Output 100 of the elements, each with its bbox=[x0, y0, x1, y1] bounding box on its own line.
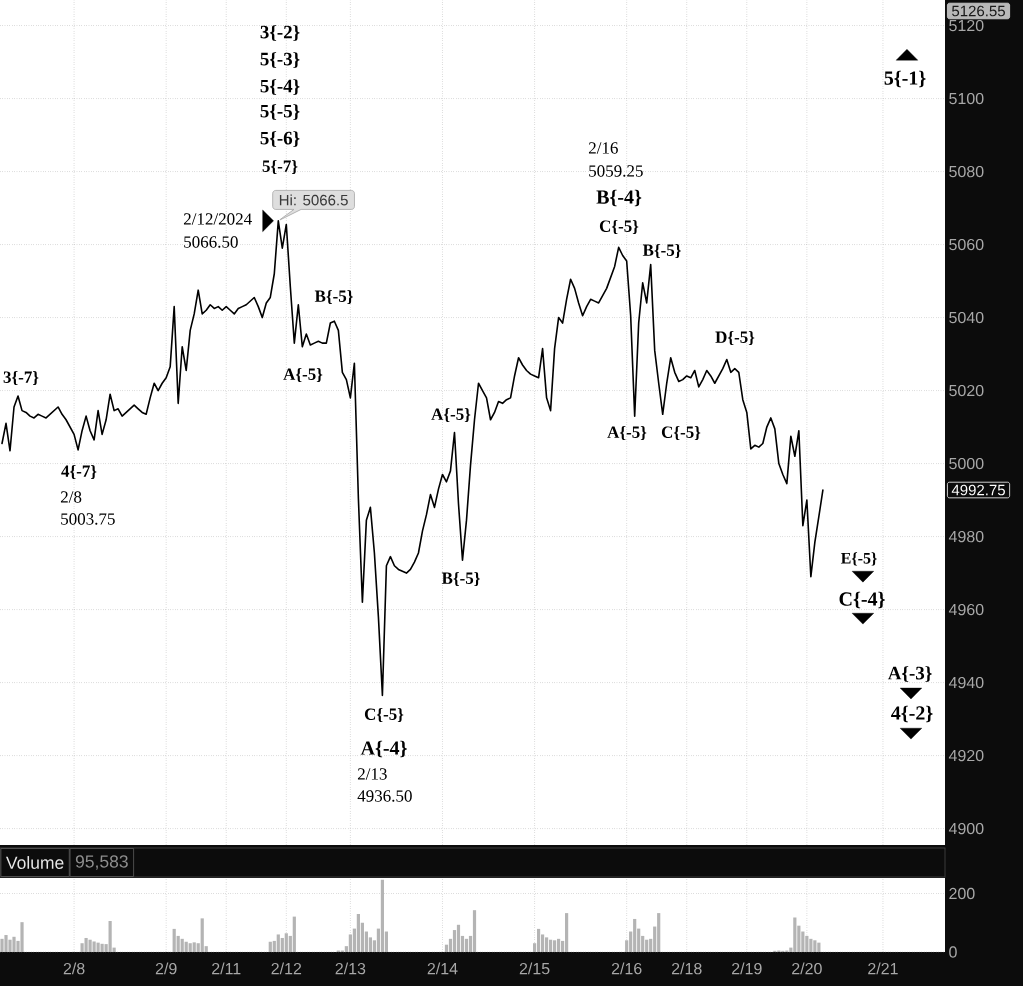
y-tick-label: 5020 bbox=[949, 384, 984, 397]
y-tick-label: 4920 bbox=[948, 749, 984, 762]
text: 5126.55 bbox=[952, 5, 1005, 17]
text: 4992.75 bbox=[951, 484, 1005, 496]
annotation: A{-5} bbox=[607, 425, 647, 441]
bar bbox=[172, 928, 176, 952]
annotation: 2/12/2024 bbox=[183, 213, 252, 225]
x-tick-label: 2/9 bbox=[155, 962, 177, 975]
bar bbox=[805, 935, 809, 952]
bar bbox=[292, 916, 296, 952]
annotation: 5{-3} bbox=[260, 52, 300, 68]
y-tick-label: 5060 bbox=[949, 238, 984, 251]
bar bbox=[556, 938, 561, 952]
annotation: C{-5} bbox=[599, 219, 639, 235]
y-tick-label: 4960 bbox=[948, 603, 984, 616]
x-tick-label: 2/13 bbox=[335, 962, 366, 975]
bar bbox=[108, 921, 112, 952]
annotation: 5{-7} bbox=[262, 159, 298, 175]
y-tick-label: 5000 bbox=[949, 457, 984, 470]
annotation: 4936.50 bbox=[357, 790, 412, 802]
annotation: 5{-4} bbox=[260, 79, 300, 95]
y-tick-label: 4940 bbox=[948, 676, 984, 689]
annotation: A{-4} bbox=[360, 740, 407, 758]
annotation: 2/8 bbox=[60, 491, 82, 503]
chart-title: Volume bbox=[5, 856, 64, 869]
annotation: A{-3} bbox=[887, 666, 932, 682]
bar bbox=[192, 942, 196, 952]
y-tick-label: 4900 bbox=[948, 822, 984, 835]
bar bbox=[100, 943, 104, 952]
bar bbox=[88, 939, 92, 952]
y-tick-label: 0 bbox=[949, 946, 957, 958]
bar bbox=[12, 936, 16, 952]
annotation: C{-5} bbox=[364, 707, 404, 723]
bar bbox=[809, 938, 813, 952]
bar bbox=[456, 924, 461, 952]
annotation: 5{-6} bbox=[260, 131, 300, 147]
annotation: 5066.50 bbox=[184, 236, 238, 248]
annotation: 3{-7} bbox=[3, 370, 39, 386]
annotation: B{-5} bbox=[642, 243, 681, 259]
bar bbox=[544, 937, 549, 952]
bar bbox=[184, 941, 188, 952]
x-tick-label: 2/18 bbox=[671, 962, 702, 975]
annotation: 5{-1} bbox=[884, 70, 926, 88]
annotation: A{-5} bbox=[283, 367, 323, 383]
bar bbox=[565, 913, 569, 952]
annotation: 4{-7} bbox=[61, 464, 97, 480]
annotation: C{-5} bbox=[661, 425, 701, 441]
chart-subtitle: 95,583 bbox=[75, 855, 128, 870]
annotation: 2/16 bbox=[588, 142, 618, 154]
annotation: 5059.25 bbox=[589, 165, 643, 177]
bar bbox=[645, 939, 649, 952]
bar bbox=[356, 913, 360, 952]
x-tick-label: 2/19 bbox=[732, 962, 762, 975]
bar bbox=[536, 928, 541, 952]
bar bbox=[464, 938, 469, 952]
x-tick-label: 2/16 bbox=[611, 962, 642, 975]
annotation: B{-5} bbox=[441, 571, 480, 587]
bar bbox=[813, 940, 817, 952]
y-tick-label: 5080 bbox=[949, 165, 984, 178]
bar bbox=[552, 940, 557, 952]
annotation: C{-4} bbox=[839, 591, 885, 609]
annotation: B{-5} bbox=[314, 289, 353, 305]
x-tick-label: 2/11 bbox=[212, 962, 241, 975]
annotation: A{-5} bbox=[431, 407, 471, 423]
annotation: 3{-2} bbox=[260, 25, 300, 41]
bar bbox=[180, 938, 184, 952]
annotation: B{-4} bbox=[596, 189, 642, 207]
bar bbox=[188, 943, 192, 952]
bar bbox=[548, 939, 553, 952]
annotation: 5003.75 bbox=[61, 513, 115, 525]
bar bbox=[657, 913, 661, 952]
bar bbox=[92, 941, 96, 952]
x-tick-label: 2/14 bbox=[427, 962, 458, 975]
y-tick-label: 4980 bbox=[948, 530, 984, 543]
bar bbox=[84, 937, 88, 952]
y-tick-label: 5040 bbox=[949, 311, 984, 324]
bar bbox=[817, 942, 821, 952]
bar bbox=[284, 933, 288, 952]
x-tick-label: 2/15 bbox=[519, 962, 550, 975]
bar bbox=[793, 917, 797, 952]
data-label: Hi: 5066.5 bbox=[279, 194, 348, 206]
x-tick-label: 2/12 bbox=[271, 962, 302, 975]
bar bbox=[276, 934, 280, 952]
bar bbox=[268, 941, 272, 952]
bar bbox=[200, 918, 204, 952]
bar bbox=[280, 937, 284, 952]
annotation: 4{-2} bbox=[891, 705, 933, 723]
bar bbox=[96, 942, 100, 952]
annotation: 2/13 bbox=[357, 768, 387, 780]
annotation: E{-5} bbox=[840, 552, 877, 566]
bar bbox=[20, 922, 24, 952]
annotation: 5{-5} bbox=[260, 104, 300, 120]
bar bbox=[380, 879, 385, 952]
x-tick-label: 2/21 bbox=[868, 962, 898, 975]
y-tick-label: 5100 bbox=[949, 92, 984, 105]
x-tick-label: 2/20 bbox=[792, 962, 822, 975]
bar bbox=[472, 910, 477, 952]
x-tick-label: 2/8 bbox=[63, 962, 85, 975]
y-tick-label: 200 bbox=[949, 887, 975, 900]
bar bbox=[633, 918, 637, 952]
